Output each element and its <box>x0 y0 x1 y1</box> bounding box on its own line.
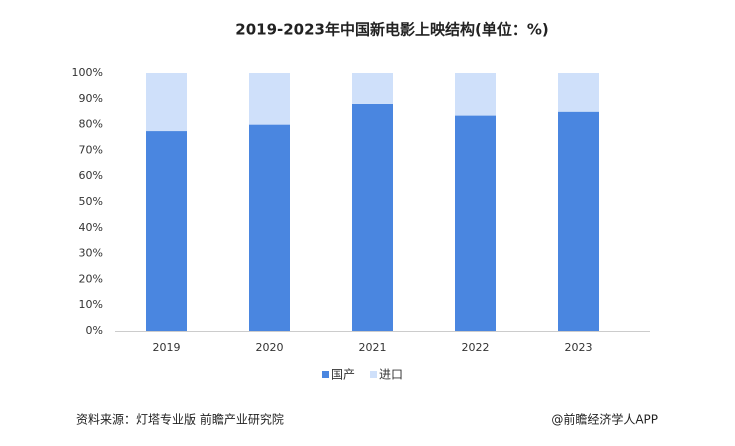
bar-segment <box>146 131 187 331</box>
legend-label: 国产 <box>331 368 355 382</box>
bar-segment <box>249 124 290 331</box>
y-tick-label: 100% <box>72 66 103 79</box>
y-tick-label: 40% <box>79 221 103 234</box>
bar-segment <box>558 111 599 331</box>
y-tick-label: 70% <box>79 143 103 156</box>
bar-segment <box>249 73 290 125</box>
bar-segment <box>352 103 393 332</box>
x-tick-label: 2021 <box>359 341 387 354</box>
chart-title: 2019-2023年中国新电影上映结构(单位：%) <box>235 21 548 39</box>
y-tick-label: 0% <box>86 324 103 337</box>
x-tick-label: 2022 <box>462 341 490 354</box>
x-tick-label: 2020 <box>256 341 284 354</box>
y-tick-label: 80% <box>79 118 103 131</box>
credit: @前瞻经济学人APP <box>551 412 658 427</box>
y-tick-label: 90% <box>79 92 103 105</box>
source-note: 资料来源：灯塔专业版 前瞻产业研究院 <box>76 412 284 427</box>
x-tick-label: 2023 <box>565 341 593 354</box>
bar-segment <box>455 73 496 116</box>
legend-swatch <box>370 371 377 378</box>
bar-segment <box>558 73 599 112</box>
y-tick-label: 60% <box>79 169 103 182</box>
legend-swatch <box>322 371 329 378</box>
bar-segment <box>146 73 187 132</box>
y-tick-label: 20% <box>79 272 103 285</box>
legend-label: 进口 <box>379 368 403 382</box>
y-tick-label: 50% <box>79 195 103 208</box>
x-tick-label: 2019 <box>153 341 181 354</box>
bar-segment <box>352 73 393 104</box>
y-tick-label: 30% <box>79 247 103 260</box>
y-tick-label: 10% <box>79 298 103 311</box>
bar-segment <box>455 115 496 331</box>
